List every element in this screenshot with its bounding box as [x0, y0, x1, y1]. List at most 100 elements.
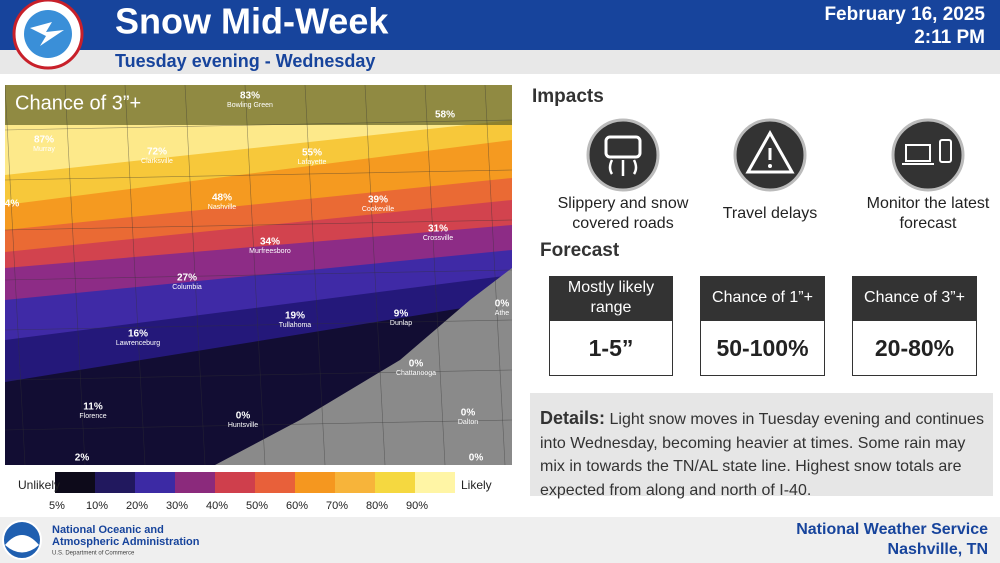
forecast-box-value: 50-100%: [700, 320, 825, 376]
impact-label: Slippery and snow: [558, 195, 689, 212]
county-line: [5, 169, 512, 181]
legend-tick: 5%: [49, 500, 65, 512]
map-city: Bowling Green: [227, 102, 273, 109]
legend-swatch: [55, 472, 95, 493]
map-city: Murfreesboro: [249, 248, 291, 255]
map-value: 9%: [394, 309, 409, 320]
impact-label: Monitor the latest: [867, 195, 990, 212]
county-line: [484, 85, 506, 465]
legend-high: Likely: [461, 478, 492, 492]
county-line: [5, 319, 512, 331]
legend-tick: 30%: [166, 500, 188, 512]
map-dim-region: [5, 85, 512, 125]
map-title: Chance of 3”+: [15, 92, 141, 114]
map-value: 0%: [236, 411, 251, 422]
legend-tick: 50%: [246, 500, 268, 512]
details-box: [530, 393, 993, 496]
map-city: Tullahoma: [279, 322, 312, 329]
map-value: 19%: [285, 311, 305, 322]
map-value: 0%: [469, 453, 484, 464]
footer-org: National Oceanic and: [52, 524, 164, 536]
county-line: [5, 119, 512, 131]
impacts-heading: Impacts: [532, 86, 604, 107]
footer-dept: U.S. Department of Commerce: [52, 551, 135, 557]
map-value: 55%: [302, 148, 322, 159]
legend-swatch: [95, 472, 135, 493]
header-bar: [0, 0, 1000, 50]
forecast-box-value: 20-80%: [852, 320, 977, 376]
impact-icons: [586, 118, 965, 192]
time: 2:11 PM: [914, 27, 985, 48]
map-value: 11%: [83, 402, 103, 413]
map-city: Crossville: [423, 235, 453, 242]
map-city: Lafayette: [298, 159, 327, 166]
map-no-snow: [215, 268, 512, 465]
map-city: Dunlap: [390, 320, 412, 327]
county-line: [5, 85, 26, 465]
map-city: Columbia: [172, 284, 202, 291]
county-line: [5, 369, 512, 381]
legend-tick: 90%: [406, 500, 428, 512]
impact-label: covered roads: [572, 215, 673, 232]
map-city: Murray: [33, 146, 55, 153]
map-city: Chattanooga: [396, 370, 436, 377]
impact-label: forecast: [900, 215, 957, 232]
forecast-box-header: Chance of 3”+: [852, 276, 977, 320]
county-line: [5, 419, 512, 431]
legend-swatch: [295, 472, 335, 493]
county-line: [124, 85, 146, 465]
details: Details: Light snow moves in Tuesday eve…: [540, 407, 985, 502]
map-value: 4%: [5, 199, 20, 210]
footer-office: National Weather Service: [796, 521, 988, 538]
map-value: 16%: [128, 329, 148, 340]
legend-swatch: [175, 472, 215, 493]
forecast-box-value: 1-5”: [549, 320, 673, 376]
map-value: 0%: [495, 299, 510, 310]
map-value: 27%: [177, 273, 197, 284]
impact-label: Travel delays: [723, 205, 818, 222]
county-line: [5, 219, 512, 231]
map-value: 0%: [409, 359, 424, 370]
date: February 16, 2025: [824, 4, 985, 25]
footer-bar: [0, 517, 1000, 563]
map-value: 72%: [147, 147, 167, 158]
legend-tick: 70%: [326, 500, 348, 512]
map-city: Athe: [495, 310, 510, 317]
footer-org: Atmospheric Administration: [52, 536, 200, 548]
subtitle: Tuesday evening - Wednesday: [115, 51, 375, 71]
map-city: Clarksville: [141, 158, 173, 165]
county-line: [64, 85, 86, 465]
county-line: [424, 85, 446, 465]
legend-tick: 10%: [86, 500, 108, 512]
details-text: Light snow moves in Tuesday evening and …: [540, 411, 984, 499]
subheader-bar: [0, 50, 1000, 74]
forecast-heading: Forecast: [540, 240, 620, 261]
map-value: 48%: [212, 193, 232, 204]
county-line: [5, 269, 512, 281]
map-value: 58%: [435, 110, 455, 121]
legend-swatch: [335, 472, 375, 493]
map-city: Dalton: [458, 419, 478, 426]
legend-swatch: [215, 472, 255, 493]
county-line: [364, 85, 386, 465]
legend-swatch: [135, 472, 175, 493]
legend-tick: 40%: [206, 500, 228, 512]
map-value: 31%: [428, 224, 448, 235]
map-city: Florence: [79, 413, 106, 420]
map-value: 0%: [461, 408, 476, 419]
legend-tick: 60%: [286, 500, 308, 512]
map-city: Nashville: [208, 204, 237, 211]
map-city: Cookeville: [362, 206, 394, 213]
noaa-logo: [2, 520, 42, 560]
legend-tick: 20%: [126, 500, 148, 512]
legend-swatch: [375, 472, 415, 493]
map-value: 83%: [240, 91, 260, 102]
legend-swatch: [255, 472, 295, 493]
title: Snow Mid-Week: [115, 1, 389, 42]
map-value: 87%: [34, 135, 54, 146]
legend-swatch: [415, 472, 455, 493]
details-label: Details:: [540, 408, 606, 428]
nws-logo: [12, 0, 84, 70]
